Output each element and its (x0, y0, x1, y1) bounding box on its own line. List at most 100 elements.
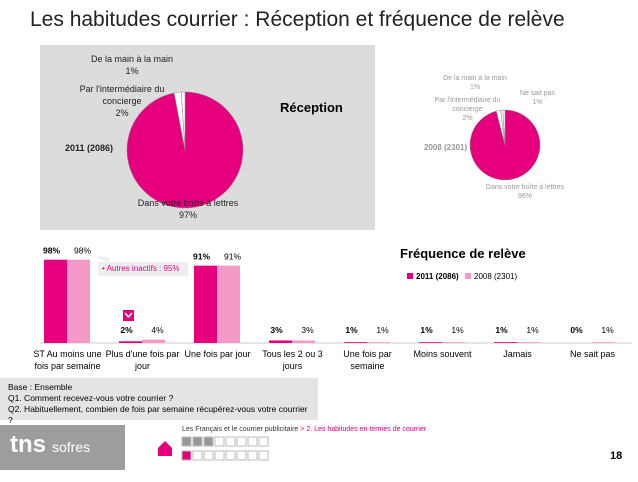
nav-square (236, 436, 247, 447)
pie-label: Ne sait pas 1% (515, 89, 560, 107)
pie-label: Dans votre boîte à lettres 97% (128, 197, 248, 221)
bar (517, 342, 540, 343)
nav-square (192, 436, 203, 447)
bar (119, 341, 142, 343)
slide-title: Les habitudes courrier : Réception et fr… (30, 8, 565, 31)
nav-square (181, 436, 192, 447)
pie-category: De la main à la main (443, 75, 507, 82)
nav-square (247, 436, 258, 447)
bar (292, 340, 315, 343)
nav-square (247, 450, 258, 461)
bar (442, 342, 465, 343)
pie-label: Par l'intermédiaire du concierge 2% (425, 96, 510, 123)
notes: Base : Ensemble Q1. Comment recevez-vous… (0, 378, 318, 425)
x-tick-label: Tous les 2 ou 3 jours (262, 349, 323, 371)
pie-value: 1% (532, 99, 543, 106)
x-tick-label: Plus d'une fois par jour (105, 349, 180, 371)
pie-value: 96% (517, 193, 532, 200)
bar (419, 342, 442, 343)
pie-value: 2% (462, 115, 473, 122)
pie-slice (502, 109, 506, 146)
annotation-pointer (95, 256, 110, 262)
logo-box: tns sofres (0, 425, 125, 470)
value-label: 1% (495, 325, 508, 335)
x-tick-label: Ne sait pas (569, 349, 616, 359)
x-tick-label: Une fois par semaine (343, 349, 392, 371)
x-tick-label: Une fois par jour (184, 349, 251, 359)
pie-value: 97% (178, 210, 197, 220)
nav-square (258, 450, 269, 461)
value-label: 3% (270, 325, 283, 335)
value-label: 2% (120, 325, 133, 335)
nav-square (203, 436, 214, 447)
pie-value: 1% (469, 84, 481, 91)
logo-sub: sofres (52, 439, 91, 455)
legend-label: 2008 (2301) (474, 272, 517, 281)
legend-label: 2011 (2086) (416, 272, 459, 281)
value-label: 3% (301, 325, 314, 335)
bar (142, 339, 165, 343)
pie-name: 2011 (2086) (65, 143, 114, 153)
bar (44, 259, 67, 343)
x-tick-label: ST Au moins une fois par semaine (33, 349, 102, 371)
breadcrumb: Les Français et le courrier publicitaire… (182, 426, 426, 433)
pie-name: 2008 (2301) (424, 143, 468, 152)
pie-label: Par l'intermédiaire du concierge 2% (72, 83, 172, 119)
bar (217, 265, 240, 343)
pie-title: Réception (280, 100, 343, 115)
value-label: 1% (601, 325, 614, 335)
value-label: 1% (345, 325, 358, 335)
value-label: 0% (570, 325, 583, 335)
bar (269, 340, 292, 343)
note: Q2. Habituellement, combien de fois par … (8, 404, 308, 425)
pie-category: De la main à la main (90, 54, 174, 64)
value-label: 98% (43, 246, 60, 256)
nav-square (214, 436, 225, 447)
bar (67, 259, 90, 343)
pie-label: De la main à la main 1% (77, 53, 187, 77)
pie-category: Ne sait pas (519, 90, 556, 97)
x-tick-label: Moins souvent (413, 349, 472, 359)
nav-square (225, 450, 236, 461)
value-label: 4% (151, 325, 164, 335)
pie-category: Par l'intermédiaire du concierge (79, 84, 165, 106)
value-label: 1% (451, 325, 464, 335)
pie-category: Dans votre boîte à lettres (137, 198, 239, 208)
nav-square (258, 436, 269, 447)
value-label: 1% (420, 325, 433, 335)
nav-square (225, 436, 236, 447)
bar (494, 342, 517, 343)
bar (194, 265, 217, 343)
nav-square (203, 450, 214, 461)
home-icon (158, 441, 172, 456)
value-label: 91% (193, 252, 210, 262)
legend-swatch (407, 273, 413, 279)
value-label: 91% (224, 252, 241, 262)
page-number: 18 (610, 450, 623, 462)
note: Q1. Comment recevez-vous votre courrier … (8, 393, 174, 403)
bar (592, 342, 615, 343)
marker-icon (123, 310, 134, 321)
section: > 2. Les habitudes en termes de courrier (300, 426, 427, 433)
pie-category: Dans votre boîte à lettres (485, 184, 565, 191)
pie-category: Par l'intermédiaire du concierge (434, 97, 501, 113)
nav-square (214, 450, 225, 461)
value-label: 1% (376, 325, 389, 335)
nav-square (236, 450, 247, 461)
marker-arrow (124, 312, 133, 319)
note: Base : Ensemble (8, 382, 73, 392)
annotation: • Autres inactifs : 95% (98, 262, 188, 276)
bar (344, 342, 367, 343)
x-tick-label: Jamais (503, 349, 532, 359)
pie-label: Dans votre boîte à lettres 96% (480, 183, 570, 201)
legend-swatch (465, 273, 471, 279)
pie-slice (181, 91, 186, 151)
logo: tns (10, 431, 46, 458)
pie-label: De la main à la main 1% (440, 74, 510, 92)
value-label: 98% (74, 246, 91, 256)
study: Les Français et le courrier publicitaire (182, 426, 299, 433)
pie-value: 1% (125, 66, 139, 76)
bar (367, 342, 390, 343)
